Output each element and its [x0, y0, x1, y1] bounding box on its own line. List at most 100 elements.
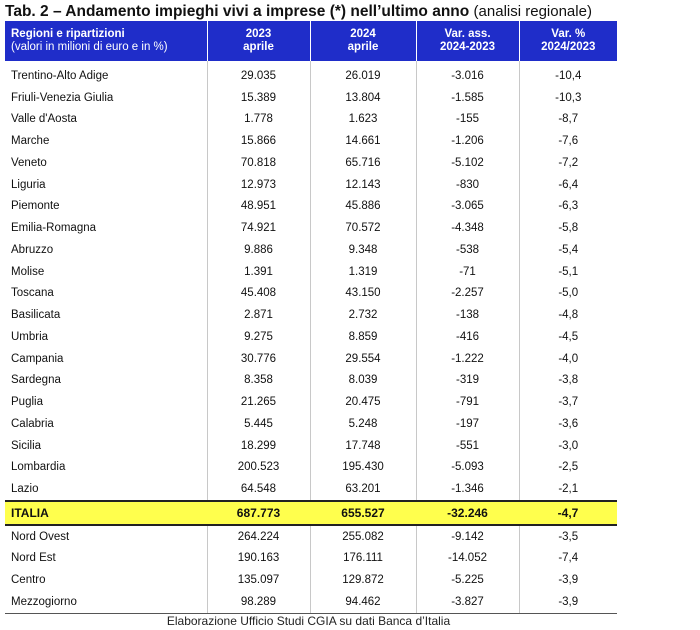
cell-value: -2,5: [558, 461, 579, 474]
table-row-region: Piemonte 48.951 45.886 -3.065 -6,3: [5, 195, 617, 218]
cell-value: -10,4: [555, 69, 582, 82]
cell-value: 176.111: [310, 547, 417, 570]
cell-value: -551: [416, 434, 520, 457]
row-label: Valle d'Aosta: [5, 108, 208, 131]
cell-value: 5.248: [310, 413, 417, 435]
cell-value: 1.623: [310, 108, 417, 131]
cell-value: -830: [416, 173, 520, 196]
cell-value: -416: [416, 326, 520, 348]
table-row-region: Campania 30.776 29.554 -1.222 -4,0: [5, 347, 617, 370]
cell-value: -5.225: [416, 569, 520, 591]
cell-value: 13.804: [310, 86, 417, 109]
row-label: Puglia: [5, 391, 208, 413]
cell-value: 1.319: [310, 260, 417, 283]
cell-value: 190.163: [207, 547, 311, 570]
cell-value: 70.818: [207, 152, 311, 174]
cell-value: 21.265: [207, 391, 311, 413]
cell-value: -32.246: [416, 500, 519, 526]
table-row-region: Trentino-Alto Adige 29.035 26.019 -3.016 -10…: [5, 61, 617, 87]
row-label: Abruzzo: [5, 239, 208, 261]
cell-value: 45.408: [207, 282, 311, 305]
row-label: Centro: [5, 569, 208, 591]
table-row-region: Abruzzo 9.886 9.348 -538 -5,4: [5, 239, 617, 261]
cell-value: -10,3: [555, 91, 582, 104]
cell-value: -5,4: [558, 243, 579, 256]
row-label: Nord Ovest: [5, 524, 208, 548]
cell-value: -3,9: [558, 574, 579, 587]
table-row-region: Marche 15.866 14.661 -1.206 -7,6: [5, 130, 617, 152]
table-row-region: Puglia 21.265 20.475 -791 -3,7: [5, 391, 617, 413]
table-row-region: Umbria 9.275 8.859 -416 -4,5: [5, 326, 617, 348]
cell-value: 98.289: [207, 591, 311, 614]
column-header-2023: 2023 aprile: [207, 21, 311, 61]
cell-value: 655.527: [310, 500, 416, 526]
cell-value: -71: [416, 260, 520, 283]
row-label: Friuli-Venezia Giulia: [5, 86, 208, 109]
cell-value: 12.973: [207, 173, 311, 196]
cell-value: 29.035: [207, 61, 311, 87]
cell-value: 74.921: [207, 217, 311, 239]
cell-value: 1.391: [207, 260, 311, 283]
row-label: Lombardia: [5, 456, 208, 479]
row-label: Umbria: [5, 326, 208, 348]
cell-value: -1.346: [416, 478, 520, 501]
cell-value: -9.142: [416, 524, 520, 548]
cell-value: -197: [416, 413, 520, 435]
cell-value: 15.389: [207, 86, 311, 109]
row-label: Sardegna: [5, 369, 208, 392]
cell-value: -138: [416, 304, 520, 326]
row-label: Basilicata: [5, 304, 208, 326]
cell-value: 29.554: [310, 347, 417, 370]
cell-value: 65.716: [310, 152, 417, 174]
row-label: Nord Est: [5, 547, 208, 570]
cell-value: -155: [416, 108, 520, 131]
cell-value: -538: [416, 239, 520, 261]
cell-value: 9.886: [207, 239, 311, 261]
cell-value: -3.065: [416, 195, 520, 218]
cell-value: -4,8: [558, 309, 579, 322]
cell-value: 43.150: [310, 282, 417, 305]
cell-value: 135.097: [207, 569, 311, 591]
cell-value: -6,4: [558, 178, 579, 191]
cell-value: 94.462: [310, 591, 417, 614]
cell-value: -8,7: [558, 113, 579, 126]
cell-value: -5,0: [558, 287, 579, 300]
row-label: Campania: [5, 347, 208, 370]
cell-value: -5.102: [416, 152, 520, 174]
cell-value: 64.548: [207, 478, 311, 501]
row-label: Calabria: [5, 413, 208, 435]
row-label: Mezzogiorno: [5, 591, 208, 614]
table-row-region: Emilia-Romagna 74.921 70.572 -4.348 -5,8: [5, 217, 617, 239]
cell-value: 14.661: [310, 130, 417, 152]
row-label: Sicilia: [5, 434, 208, 457]
column-header-var-ass: Var. ass. 2024-2023: [416, 21, 520, 61]
table-row-region: Calabria 5.445 5.248 -197 -3,6: [5, 413, 617, 435]
cell-value: 17.748: [310, 434, 417, 457]
cell-value: -7,6: [558, 135, 579, 148]
cell-value: 200.523: [207, 456, 311, 479]
cell-value: -3,0: [558, 439, 579, 452]
table-title-main: Tab. 2 – Andamento impieghi vivi a impre…: [5, 3, 470, 20]
row-label: ITALIA: [5, 500, 207, 526]
table-row-region: Friuli-Venezia Giulia 15.389 13.804 -1.585 -…: [5, 86, 617, 109]
cell-value: -7,2: [558, 156, 579, 169]
table-row-region: Basilicata 2.871 2.732 -138 -4,8: [5, 304, 617, 326]
row-label: Piemonte: [5, 195, 208, 218]
row-label: Molise: [5, 260, 208, 283]
table-row-region: Sicilia 18.299 17.748 -551 -3,0: [5, 434, 617, 457]
data-table: Regioni e ripartizioni (valori in milion…: [5, 21, 617, 614]
cell-value: -5.093: [416, 456, 520, 479]
cell-value: -1.206: [416, 130, 520, 152]
cell-value: -3.016: [416, 61, 520, 87]
cell-value: -6,3: [558, 200, 579, 213]
row-label: Trentino-Alto Adige: [5, 61, 208, 87]
table-row-area: Nord Est 190.163 176.111 -14.052 -7,4: [5, 547, 617, 570]
cell-value: -2.257: [416, 282, 520, 305]
cell-value: -14.052: [416, 547, 520, 570]
cell-value: -791: [416, 391, 520, 413]
row-label: Liguria: [5, 173, 208, 196]
cell-value: 15.866: [207, 130, 311, 152]
cell-value: 129.872: [310, 569, 417, 591]
cell-value: 8.039: [310, 369, 417, 392]
table-row-region: Toscana 45.408 43.150 -2.257 -5,0: [5, 282, 617, 305]
